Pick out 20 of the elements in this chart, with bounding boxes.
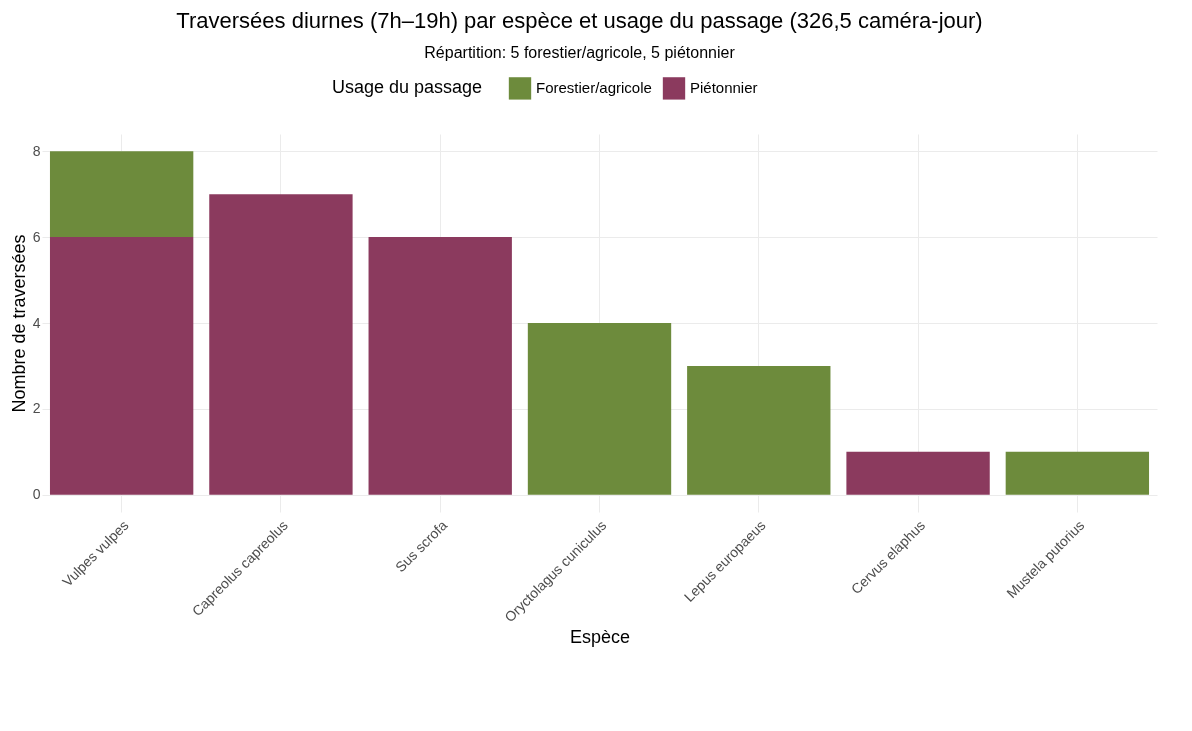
bar [1005,451,1150,495]
legend-label: Forestier/agricole [536,79,652,97]
bar [49,151,194,238]
chart-title: Traversées diurnes (7h–19h) par espèce et usage du passage (326,5 caméra-jour) [176,8,983,33]
bar [49,237,194,495]
y-tick-label: 4 [32,314,41,331]
y-axis-title: Nombre de traversées [8,234,29,413]
bar [368,237,512,495]
y-tick-label: 0 [32,486,41,503]
y-tick-label: 6 [32,228,41,245]
x-axis-title: Espèce [569,627,631,648]
bar [687,365,831,495]
chart-subtitle: Répartition: 5 forestier/agricole, 5 piétonnier [424,44,736,61]
y-tick-label: 2 [32,400,41,417]
legend-label: Piétonnier [690,79,758,97]
bar [527,323,672,495]
bar [846,451,990,495]
y-tick-label: 8 [32,142,41,159]
legend-title: Usage du passage [332,77,483,97]
bar [209,194,353,495]
